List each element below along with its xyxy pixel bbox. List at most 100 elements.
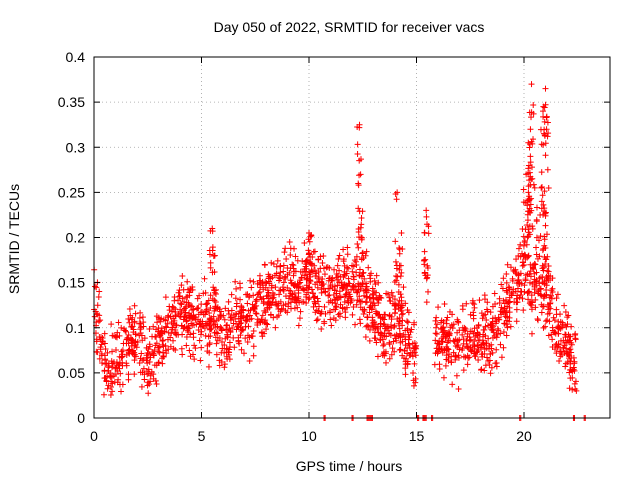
y-tick-label: 0 [77, 410, 85, 426]
data-point [307, 273, 314, 280]
data-point [449, 311, 456, 318]
data-point [398, 269, 405, 276]
data-point [104, 385, 111, 392]
data-point [491, 290, 498, 297]
data-point [124, 334, 131, 341]
data-point [395, 302, 402, 309]
data-point [226, 339, 233, 346]
data-point [137, 369, 144, 376]
data-point [311, 294, 318, 301]
data-point [359, 208, 366, 215]
data-point [235, 338, 242, 345]
data-point [329, 277, 336, 284]
data-point [250, 352, 257, 359]
data-point [207, 305, 214, 312]
data-point [319, 260, 326, 267]
data-point [572, 378, 579, 385]
data-point [279, 284, 286, 291]
data-point [371, 277, 378, 284]
data-point [381, 348, 388, 355]
data-point [525, 189, 532, 196]
data-point [125, 349, 132, 356]
data-point [294, 304, 301, 311]
data-point [366, 309, 373, 316]
data-point [333, 271, 340, 278]
data-point [276, 291, 283, 298]
data-point [97, 317, 104, 324]
data-point [264, 321, 271, 328]
data-point [321, 303, 328, 310]
data-point [528, 109, 535, 116]
data-point [274, 257, 281, 264]
data-point [146, 358, 153, 365]
data-point [526, 197, 533, 204]
data-point [214, 330, 221, 337]
data-point [153, 313, 160, 320]
data-point [270, 314, 277, 321]
data-point [466, 334, 473, 341]
data-point [242, 335, 249, 342]
data-point [358, 221, 365, 228]
data-point [544, 275, 551, 282]
data-point [118, 388, 125, 395]
data-point [524, 222, 531, 229]
data-point [353, 289, 360, 296]
data-point [254, 316, 261, 323]
data-point [315, 256, 322, 263]
data-point [556, 358, 563, 365]
data-point [344, 244, 351, 251]
data-point [440, 374, 447, 381]
data-point [148, 368, 155, 375]
data-point [356, 297, 363, 304]
data-point [465, 354, 472, 361]
data-point [433, 331, 440, 338]
data-point [561, 349, 568, 356]
data-point [206, 251, 213, 258]
data-point [221, 364, 228, 371]
data-point [432, 350, 439, 357]
data-point [162, 317, 169, 324]
data-point [215, 315, 222, 322]
data-point [283, 256, 290, 263]
data-point [137, 309, 144, 316]
data-point [150, 375, 157, 382]
data-point [280, 279, 287, 286]
data-point [431, 361, 438, 368]
data-point [421, 248, 428, 255]
data-point [312, 300, 319, 307]
data-point [527, 209, 534, 216]
data-point [337, 273, 344, 280]
data-point [454, 338, 461, 345]
data-point [564, 314, 571, 321]
data-point [177, 313, 184, 320]
data-point [125, 376, 132, 383]
data-point [363, 283, 370, 290]
data-point [141, 376, 148, 383]
data-point [170, 345, 177, 352]
data-point [545, 184, 552, 191]
data-point [397, 339, 404, 346]
data-point [406, 344, 413, 351]
data-point [190, 330, 197, 337]
data-point [343, 304, 350, 311]
data-point [538, 169, 545, 176]
data-point [238, 304, 245, 311]
data-point [178, 322, 185, 329]
data-point [292, 253, 299, 260]
data-point [261, 261, 268, 268]
data-point [455, 352, 462, 359]
data-point [528, 164, 535, 171]
data-point [327, 316, 334, 323]
data-point [126, 319, 133, 326]
data-point [260, 286, 267, 293]
data-point [373, 272, 380, 279]
data-point [527, 301, 534, 308]
data-point [160, 353, 167, 360]
data-point [313, 317, 320, 324]
data-point [495, 314, 502, 321]
data-point [365, 323, 372, 330]
data-point [438, 345, 445, 352]
data-point [478, 351, 485, 358]
data-point [217, 324, 224, 331]
data-point [297, 279, 304, 286]
